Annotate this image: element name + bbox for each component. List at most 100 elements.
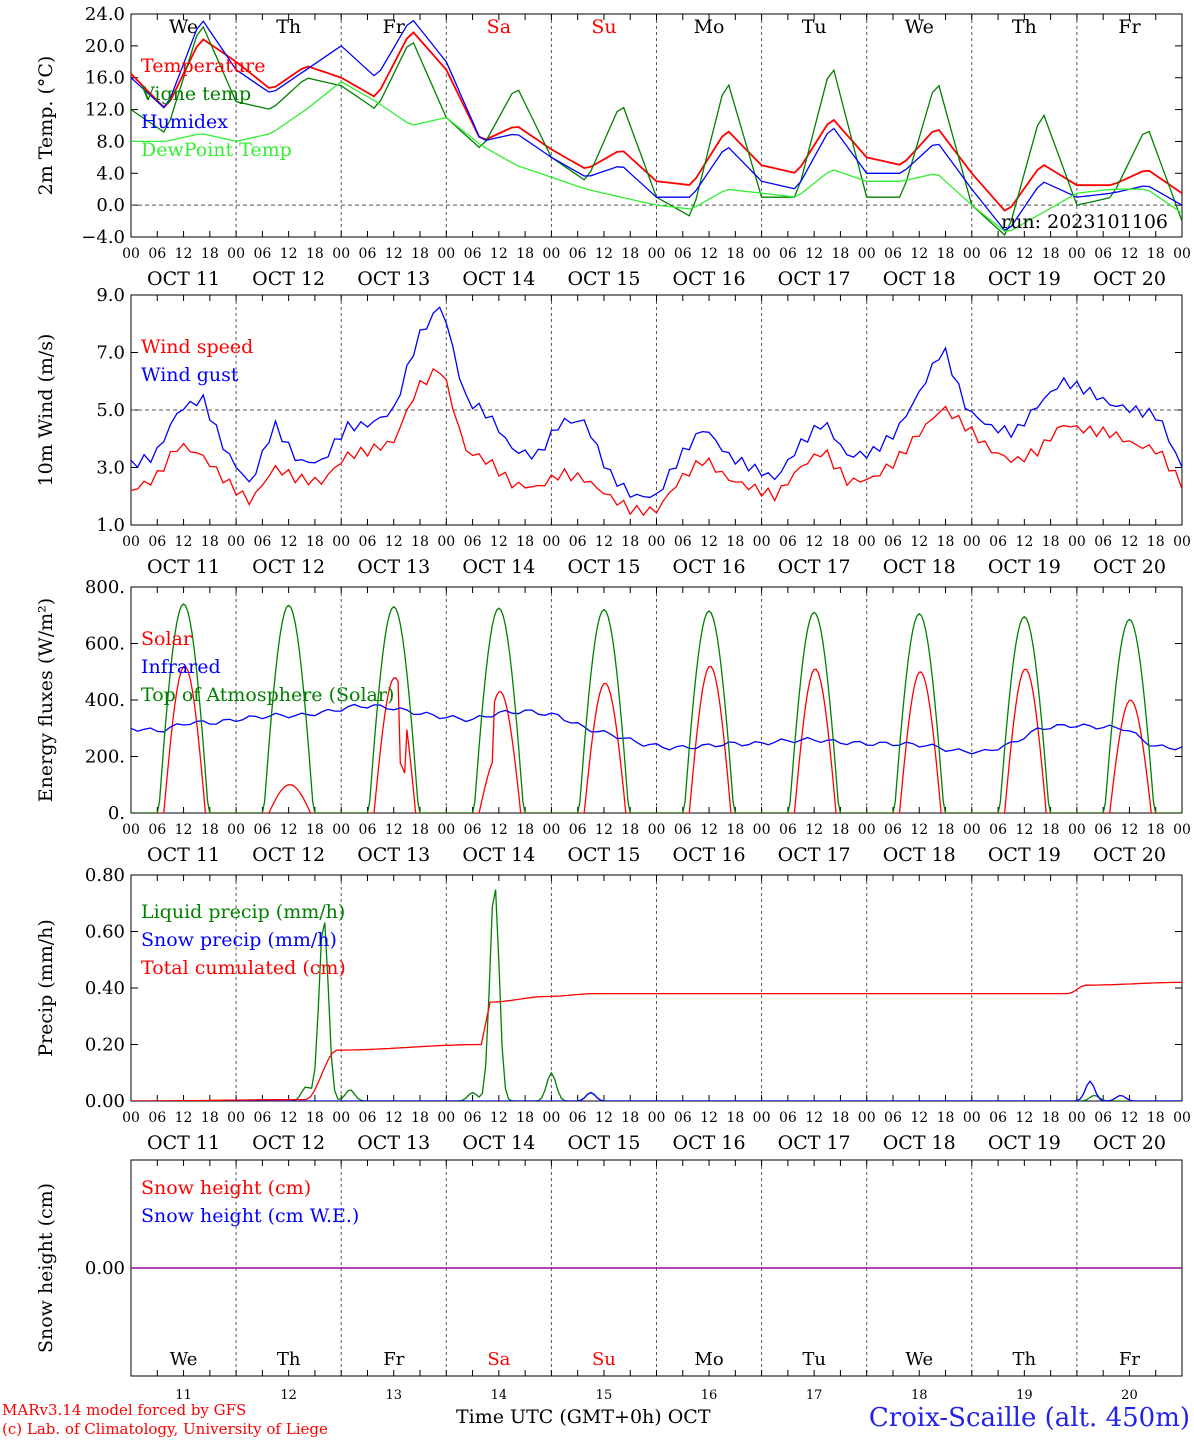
series-group [131, 603, 1182, 813]
panel-5: 0.00 Snow height (cm) We 11 Th 12 Fr 13 Sa 14 Su 15… [35, 1159, 1183, 1403]
hour-tick-label: 12 [595, 246, 613, 262]
hour-tick-label: 12 [1121, 534, 1139, 550]
hour-tick-label: 00 [332, 822, 350, 838]
day-number-label: 12 [280, 1388, 297, 1403]
hour-tick-label: 12 [595, 1110, 613, 1126]
series-line-solar [131, 665, 1182, 813]
date-label: OCT 18 [883, 268, 956, 290]
hour-tick-label: 00 [332, 534, 350, 550]
date-label: OCT 20 [1093, 844, 1166, 866]
series-line-humidex [131, 19, 1182, 232]
date-label: OCT 16 [673, 844, 746, 866]
hour-tick-label: 06 [989, 246, 1007, 262]
series-group [131, 306, 1182, 517]
hour-tick-label: 06 [569, 822, 587, 838]
hour-tick-label: 00 [648, 534, 666, 550]
hour-tick-label: 06 [884, 534, 902, 550]
hour-tick-label: 06 [148, 1110, 166, 1126]
hour-tick-label: 12 [280, 534, 298, 550]
date-label: OCT 15 [567, 844, 640, 866]
y-tick-label: 8.0 [96, 131, 125, 152]
hour-tick-label: 00 [122, 1110, 140, 1126]
hour-tick-label: 00 [648, 822, 666, 838]
y-tick-label: 800. [85, 577, 125, 598]
date-label: OCT 11 [147, 556, 220, 578]
hour-tick-label: 00 [1068, 246, 1086, 262]
legend-entry: Snow height (cm W.E.) [141, 1205, 359, 1227]
y-tick-label: 0.40 [85, 978, 125, 999]
hour-tick-label: 00 [332, 1110, 350, 1126]
y-tick-label: −4.0 [81, 227, 125, 248]
hour-tick-label: 00 [1068, 1110, 1086, 1126]
hour-tick-label: 12 [280, 1110, 298, 1126]
hour-tick-label: 06 [359, 1110, 377, 1126]
hour-tick-label: 18 [306, 534, 324, 550]
date-label: OCT 17 [778, 844, 851, 866]
hour-tick-label: 18 [516, 1110, 534, 1126]
hour-tick-label: 00 [1173, 822, 1191, 838]
hour-tick-label: 12 [1015, 822, 1033, 838]
hour-tick-label: 18 [201, 246, 219, 262]
hour-tick-label: 18 [1042, 534, 1060, 550]
hour-tick-label: 18 [1147, 1110, 1165, 1126]
date-label: OCT 20 [1093, 1132, 1166, 1154]
series-group [131, 19, 1182, 237]
hour-tick-label: 06 [359, 246, 377, 262]
hour-tick-label: 06 [779, 534, 797, 550]
date-label: OCT 12 [252, 556, 325, 578]
series-line-total-cumulated-cm- [131, 981, 1182, 1101]
series-line-liquid-precip-mm-h- [131, 889, 1182, 1101]
weekday-label: Th [1013, 1349, 1037, 1370]
hour-tick-label: 06 [674, 534, 692, 550]
hour-tick-label: 06 [464, 534, 482, 550]
hour-tick-label: 18 [411, 534, 429, 550]
hour-tick-label: 06 [884, 822, 902, 838]
date-label: OCT 11 [147, 844, 220, 866]
y-tick-label: 20.0 [85, 36, 125, 57]
hour-tick-label: 12 [385, 246, 403, 262]
hour-tick-label: 12 [700, 822, 718, 838]
hour-tick-label: 06 [464, 1110, 482, 1126]
day-number-label: 20 [1121, 1388, 1138, 1403]
hour-tick-label: 00 [1173, 534, 1191, 550]
hour-tick-label: 18 [621, 246, 639, 262]
hour-tick-label: 18 [621, 822, 639, 838]
hour-tick-label: 00 [753, 1110, 771, 1126]
hour-tick-label: 00 [437, 1110, 455, 1126]
hour-tick-label: 12 [700, 534, 718, 550]
legend-entry: Wind gust [141, 364, 239, 386]
weekday-label: Fr [1118, 16, 1141, 38]
hour-tick-label: 00 [858, 534, 876, 550]
hour-tick-label: 12 [805, 1110, 823, 1126]
date-label: OCT 15 [567, 1132, 640, 1154]
hour-tick-label: 12 [1015, 1110, 1033, 1126]
hour-tick-label: 06 [1094, 246, 1112, 262]
hour-tick-label: 18 [516, 246, 534, 262]
hour-tick-label: 18 [1042, 822, 1060, 838]
hour-tick-label: 06 [1094, 822, 1112, 838]
hour-tick-label: 18 [726, 246, 744, 262]
hour-tick-label: 12 [1015, 534, 1033, 550]
credit-line-1: MARv3.14 model forced by GFS [2, 1401, 246, 1419]
day-number-label: 18 [911, 1388, 928, 1403]
hour-tick-label: 00 [858, 822, 876, 838]
hour-tick-label: 18 [201, 1110, 219, 1126]
date-label: OCT 16 [673, 556, 746, 578]
legend-entry: Vigne temp [140, 83, 251, 105]
date-label: OCT 13 [357, 556, 430, 578]
hour-tick-label: 18 [937, 1110, 955, 1126]
hour-tick-label: 12 [175, 534, 193, 550]
hour-tick-label: 12 [595, 822, 613, 838]
hour-tick-label: 06 [674, 822, 692, 838]
series-line-top-of-atmosphere-solar- [131, 603, 1182, 813]
hour-tick-label: 06 [569, 1110, 587, 1126]
y-tick-label: 7.0 [96, 343, 125, 364]
weekday-label: Tu [802, 1349, 826, 1370]
legend-entry: Wind speed [141, 336, 253, 358]
series-line-wind-gust [131, 306, 1182, 499]
weekday-label: We [170, 1349, 198, 1370]
run-label: run: 2023101106 [1001, 211, 1168, 233]
hour-tick-label: 06 [989, 1110, 1007, 1126]
legend-entry: Temperature [141, 55, 265, 77]
